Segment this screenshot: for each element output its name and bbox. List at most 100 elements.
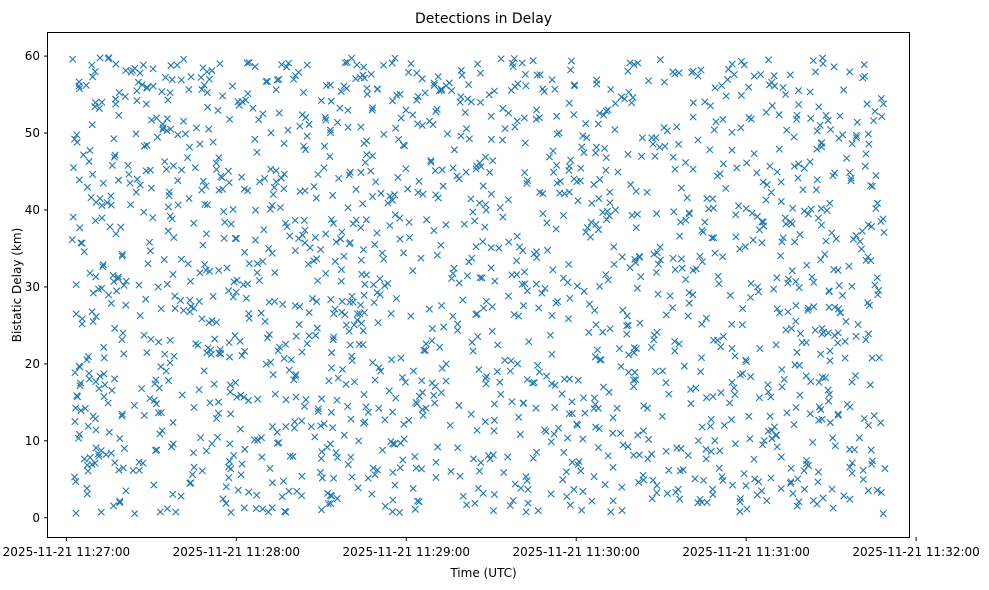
data-point-marker bbox=[292, 371, 300, 379]
data-point-marker bbox=[432, 473, 440, 481]
data-point-marker bbox=[591, 306, 599, 314]
data-point-marker bbox=[479, 182, 487, 190]
data-point-marker bbox=[520, 268, 528, 276]
data-point-marker bbox=[134, 78, 142, 86]
data-point-marker bbox=[254, 436, 262, 444]
data-point-marker bbox=[190, 463, 198, 471]
data-point-marker bbox=[344, 106, 352, 114]
data-point-marker bbox=[211, 335, 219, 343]
data-point-marker bbox=[481, 418, 489, 426]
data-point-marker bbox=[278, 493, 286, 501]
data-point-marker bbox=[184, 260, 192, 268]
data-point-marker bbox=[490, 490, 498, 499]
data-point-marker bbox=[284, 126, 292, 134]
data-point-marker bbox=[742, 357, 751, 366]
data-point-marker bbox=[635, 252, 644, 260]
data-point-marker bbox=[353, 61, 361, 69]
data-point-marker bbox=[856, 237, 864, 246]
data-point-marker bbox=[328, 349, 336, 357]
data-point-marker bbox=[290, 75, 298, 83]
data-point-marker bbox=[678, 264, 686, 272]
data-point-marker bbox=[859, 475, 867, 484]
data-point-marker bbox=[92, 312, 100, 321]
data-point-marker bbox=[98, 201, 106, 210]
data-point-marker bbox=[870, 412, 878, 420]
data-point-marker bbox=[873, 199, 882, 207]
data-point-marker bbox=[358, 270, 366, 278]
data-point-marker bbox=[800, 485, 809, 493]
data-point-marker bbox=[225, 338, 233, 347]
data-point-marker bbox=[735, 202, 743, 210]
data-point-marker bbox=[829, 434, 837, 442]
data-point-marker bbox=[879, 510, 887, 518]
data-point-marker bbox=[363, 150, 371, 159]
data-point-marker bbox=[153, 446, 161, 454]
data-point-marker bbox=[91, 103, 99, 111]
data-point-marker bbox=[272, 178, 280, 186]
data-point-marker bbox=[151, 446, 160, 454]
data-point-marker bbox=[111, 324, 119, 332]
data-point-marker bbox=[384, 279, 392, 288]
data-point-marker bbox=[565, 260, 573, 269]
data-point-marker bbox=[673, 444, 681, 452]
data-point-marker bbox=[702, 445, 710, 453]
data-point-marker bbox=[546, 331, 554, 339]
data-point-marker bbox=[373, 229, 381, 237]
data-point-marker bbox=[521, 168, 529, 177]
data-point-marker bbox=[219, 92, 227, 100]
data-point-marker bbox=[551, 85, 559, 93]
data-point-marker bbox=[373, 289, 381, 297]
data-point-marker bbox=[564, 315, 573, 323]
data-point-marker bbox=[252, 504, 260, 513]
data-point-marker bbox=[675, 69, 683, 77]
data-point-marker bbox=[474, 332, 482, 341]
data-point-marker bbox=[390, 440, 399, 448]
data-point-marker bbox=[517, 484, 525, 492]
data-point-marker bbox=[728, 128, 736, 136]
data-point-marker bbox=[296, 302, 304, 311]
data-point-marker bbox=[684, 312, 692, 320]
data-point-marker bbox=[394, 173, 402, 181]
data-point-marker bbox=[221, 218, 229, 226]
data-point-marker bbox=[143, 84, 151, 92]
data-point-marker bbox=[565, 166, 573, 175]
data-point-marker bbox=[639, 427, 648, 435]
data-point-marker bbox=[367, 70, 375, 78]
data-point-marker bbox=[396, 214, 404, 222]
data-point-marker bbox=[864, 487, 872, 495]
data-point-marker bbox=[232, 234, 240, 243]
data-point-marker bbox=[709, 485, 717, 493]
data-point-marker bbox=[397, 114, 405, 122]
data-point-marker bbox=[177, 255, 186, 263]
data-point-marker bbox=[191, 164, 199, 172]
data-point-marker bbox=[795, 498, 803, 506]
data-point-marker bbox=[153, 114, 161, 122]
data-point-marker bbox=[689, 291, 697, 299]
data-point-marker bbox=[320, 420, 328, 428]
data-point-marker bbox=[859, 466, 867, 474]
data-point-marker bbox=[618, 506, 626, 515]
data-point-marker bbox=[710, 336, 718, 344]
data-point-marker bbox=[166, 89, 174, 97]
data-point-marker bbox=[172, 508, 180, 516]
data-point-marker bbox=[357, 301, 365, 309]
data-point-marker bbox=[262, 77, 270, 86]
data-point-marker bbox=[831, 442, 839, 450]
data-point-marker bbox=[580, 287, 588, 295]
data-point-marker bbox=[159, 120, 167, 128]
data-point-marker bbox=[112, 230, 120, 238]
data-point-marker bbox=[253, 269, 261, 277]
data-point-marker bbox=[224, 463, 233, 471]
data-point-marker bbox=[582, 119, 590, 128]
data-point-marker bbox=[142, 167, 150, 175]
data-point-marker bbox=[469, 347, 477, 355]
data-point-marker bbox=[485, 91, 493, 99]
data-point-marker bbox=[462, 125, 471, 133]
data-point-marker bbox=[716, 447, 724, 455]
data-point-marker bbox=[566, 294, 574, 302]
data-point-marker bbox=[611, 206, 620, 214]
data-point-marker bbox=[465, 258, 473, 266]
data-point-marker bbox=[707, 415, 715, 423]
data-point-marker bbox=[644, 77, 653, 85]
